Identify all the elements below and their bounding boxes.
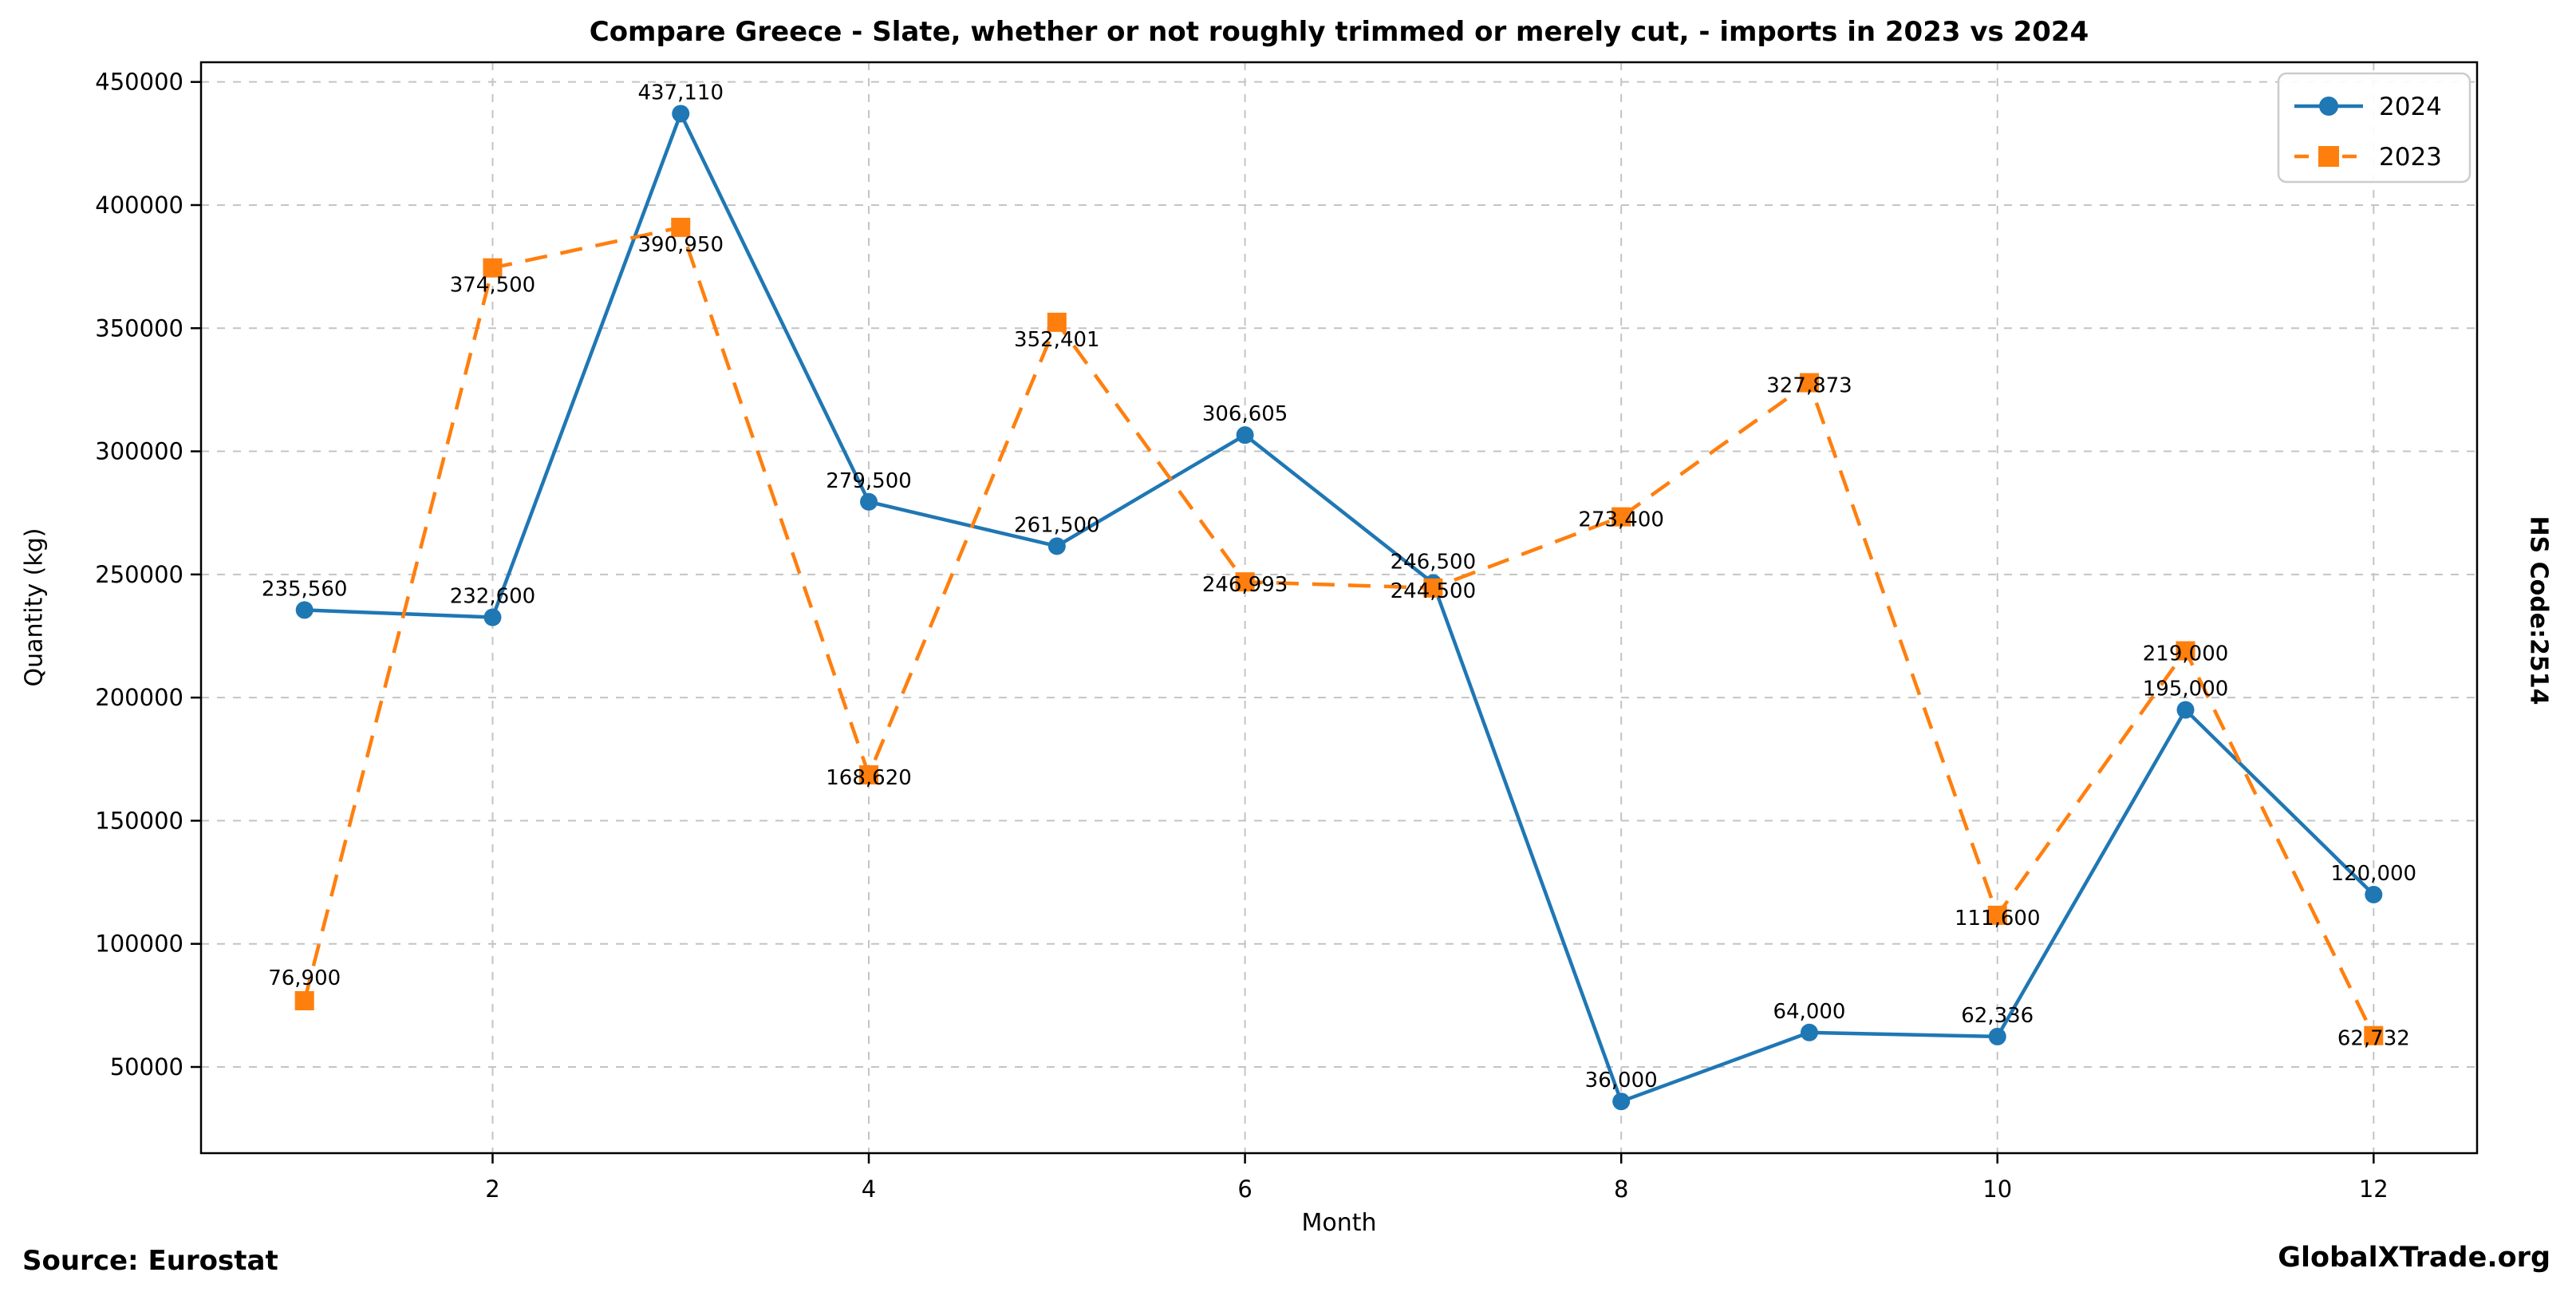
x-axis: 2 4 6 8 10 12 [485, 1153, 2389, 1203]
y-tick-label: 400000 [95, 192, 183, 219]
data-label-2024-m7: 246,500 [1391, 551, 1477, 575]
data-point-2024-m11 [2176, 701, 2195, 719]
hs-code-label: HS Code:2514 [2524, 516, 2553, 705]
data-point-2024-m5 [1047, 537, 1066, 555]
data-label-2023-m8: 273,400 [1578, 508, 1664, 532]
data-label-2024-m2: 232,600 [450, 585, 536, 609]
data-point-2023-m8 [1611, 507, 1631, 527]
data-point-2024-m8 [1612, 1093, 1631, 1111]
data-label-2024-m1: 235,560 [262, 577, 348, 601]
series-line-2024 [304, 112, 2375, 1104]
data-labels: 235,560 232,600 437,110 279,500 261,500 306,6… [262, 81, 2416, 1093]
y-axis: 50000 100000 150000 200000 250000 300000 35000… [95, 69, 201, 1081]
legend-label-2023: 2023 [2379, 143, 2442, 172]
y-tick-label: 300000 [95, 438, 183, 465]
data-label-2024-m10: 62,336 [1961, 1004, 2034, 1028]
data-point-2023-m7 [1423, 578, 1443, 598]
axes-frame [199, 61, 2479, 1155]
y-tick-label: 250000 [95, 561, 183, 588]
x-tick-label: 10 [1982, 1175, 2012, 1203]
data-label-2023-m10: 111,600 [1955, 907, 2041, 931]
source-credit: Source: Eurostat [22, 1245, 278, 1277]
data-point-2024-m10 [1988, 1027, 2006, 1045]
data-label-2024-m5: 261,500 [1014, 513, 1100, 537]
chart-title: Compare Greece - Slate, whether or not r… [589, 16, 2089, 48]
data-point-2023-m2 [483, 258, 503, 278]
x-axis-title: Month [1301, 1209, 1377, 1237]
data-point-2024-m12 [2365, 885, 2383, 903]
x-tick-label: 6 [1237, 1175, 1252, 1203]
series-line-2023 [302, 225, 2376, 1037]
x-tick-label: 2 [485, 1175, 499, 1203]
data-label-2023-m5: 352,401 [1014, 328, 1100, 352]
data-label-2023-m1: 76,900 [268, 966, 341, 990]
data-label-2023-m9: 327,873 [1766, 374, 1852, 398]
data-label-2024-m9: 64,000 [1773, 1000, 1845, 1024]
data-point-2023-m1 [294, 990, 314, 1010]
data-point-2024-m3 [672, 105, 690, 123]
data-label-2024-m4: 279,500 [826, 469, 912, 493]
legend-marker-2024 [2319, 97, 2338, 116]
legend-marker-2023 [2318, 146, 2339, 167]
data-point-2023-m9 [1799, 373, 1819, 393]
brand-credit: GlobalXTrade.org [2278, 1242, 2550, 1274]
y-tick-label: 50000 [110, 1053, 183, 1081]
y-tick-label: 100000 [95, 931, 183, 958]
x-tick-label: 12 [2359, 1175, 2389, 1203]
data-label-2023-m6: 246,993 [1202, 573, 1288, 597]
data-label-2023-m12: 62,732 [2337, 1027, 2410, 1051]
y-tick-label: 200000 [95, 684, 183, 711]
data-point-2024-m1 [295, 601, 314, 619]
data-point-2023-m12 [2364, 1025, 2384, 1045]
data-point-2023-m6 [1235, 572, 1255, 592]
data-label-2024-m6: 306,605 [1202, 402, 1288, 426]
x-tick-label: 8 [1614, 1175, 1628, 1203]
data-point-2024-m6 [1236, 426, 1254, 445]
data-label-2023-m2: 374,500 [450, 274, 536, 298]
data-label-2024-m12: 120,000 [2331, 862, 2417, 886]
gridlines [201, 62, 2477, 1153]
data-point-2023-m5 [1047, 312, 1067, 332]
series-2023 [294, 217, 2384, 1045]
data-label-2023-m7: 244,500 [1391, 579, 1477, 603]
data-point-2023-m10 [1987, 905, 2007, 925]
data-point-2023-m11 [2176, 641, 2195, 661]
data-point-2024-m4 [860, 492, 878, 511]
data-label-2024-m3: 437,110 [637, 81, 724, 105]
legend-label-2024: 2024 [2379, 93, 2442, 121]
y-tick-label: 350000 [95, 314, 183, 342]
data-label-2024-m8: 36,000 [1585, 1069, 1658, 1093]
data-label-2023-m11: 219,000 [2143, 642, 2229, 666]
legend: 2024 2023 [2277, 72, 2471, 184]
y-tick-label: 150000 [95, 807, 183, 834]
data-point-2023-m4 [859, 765, 879, 784]
y-tick-label: 450000 [95, 69, 183, 96]
data-point-2024-m9 [1800, 1023, 1818, 1041]
data-point-2023-m3 [671, 217, 691, 237]
x-tick-label: 4 [862, 1175, 876, 1203]
data-label-2023-m3: 390,950 [637, 233, 724, 257]
data-label-2024-m11: 195,000 [2143, 678, 2229, 701]
data-point-2024-m2 [483, 608, 502, 626]
y-axis-title: Quantity (kg) [20, 527, 49, 687]
data-label-2023-m4: 168,620 [826, 766, 912, 790]
